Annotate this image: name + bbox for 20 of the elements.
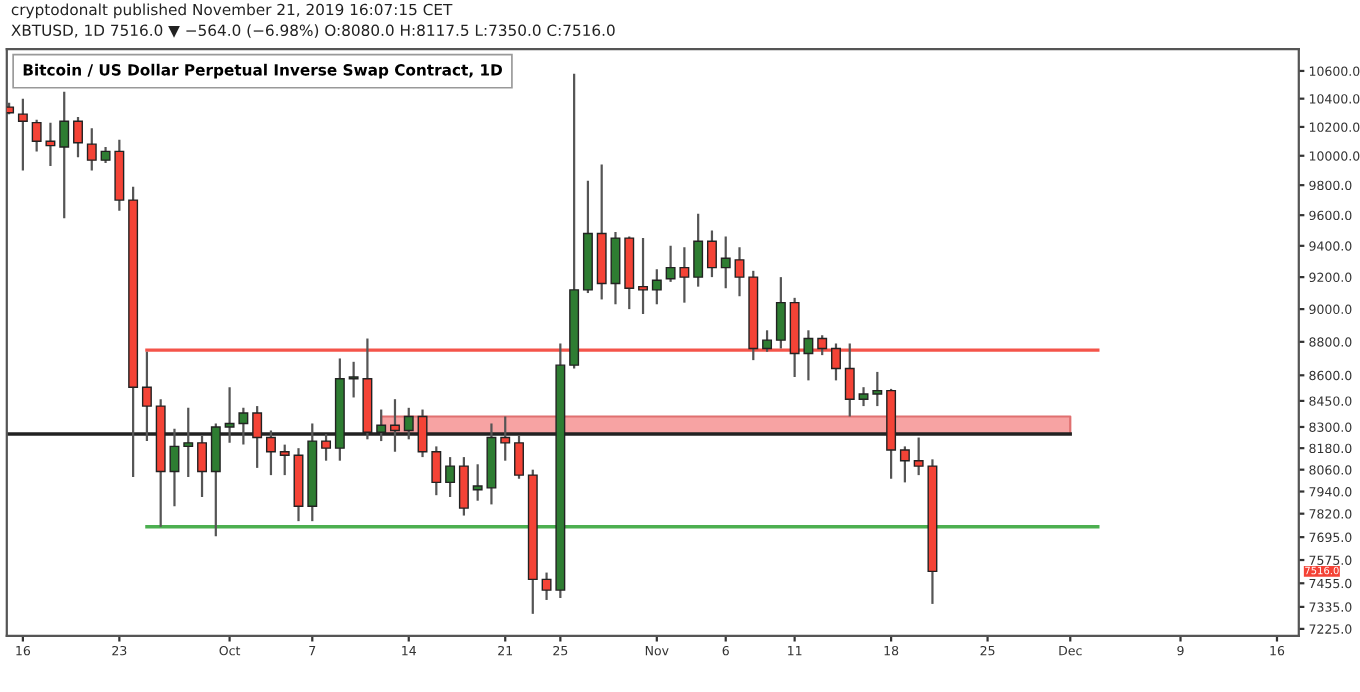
candlestick [775, 276, 786, 350]
candlestick [844, 342, 855, 418]
candlestick [59, 90, 70, 220]
candlestick [638, 236, 649, 316]
candlestick [279, 443, 290, 477]
candlestick [693, 212, 704, 288]
candlestick [86, 127, 97, 172]
candlestick [817, 334, 828, 357]
candlestick [899, 445, 910, 484]
candlestick [458, 455, 469, 517]
candlestick [831, 342, 841, 382]
candlestick [651, 268, 662, 306]
candlestick [734, 246, 745, 298]
candlestick [610, 230, 621, 306]
candlestick [73, 115, 83, 159]
candlestick [17, 97, 28, 172]
candlestick [706, 229, 717, 279]
candlestick [445, 455, 456, 499]
candlestick [720, 235, 731, 290]
candlestick [762, 329, 773, 353]
